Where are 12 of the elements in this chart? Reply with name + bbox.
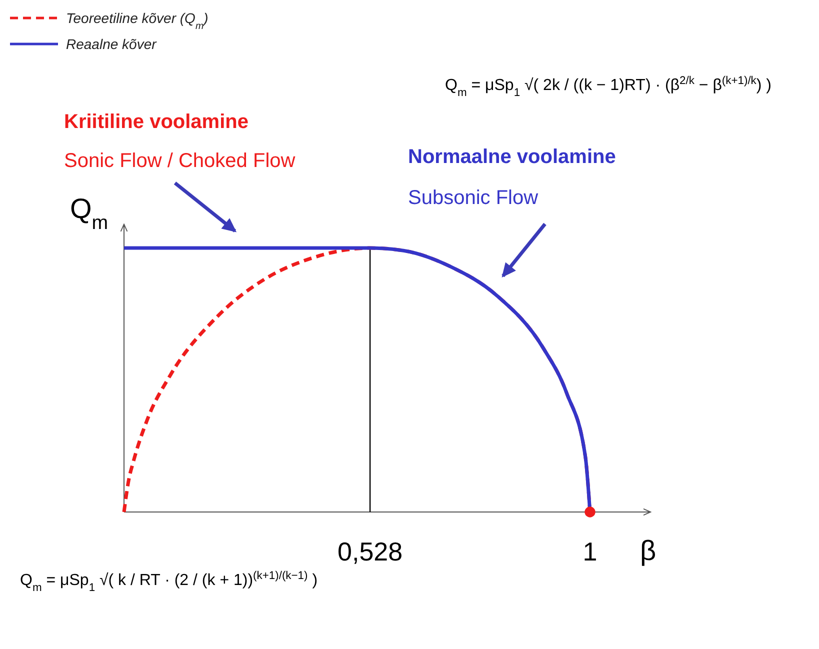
x-tick-label: 0,528: [338, 536, 403, 566]
text: Subsonic Flow: [408, 187, 539, 209]
text: Q$_{m}$ = μSp$_{1}$ √( k / RT · (2 / (k + 1))$^{(k+1)/(k−1)}$ ): [20, 570, 318, 594]
legend-label: Reaalne kõver: [66, 36, 158, 52]
x-axis-title: β: [640, 535, 656, 566]
y-axis-title: Q$_{m}$: [70, 193, 108, 234]
text: Kriitiline voolamine: [64, 111, 248, 133]
text: Sonic Flow / Choked Flow: [64, 150, 296, 172]
text: Q$_{m}$ = μSp$_{1}$ √( 2k / ((k − 1)RT) · (β$^{2/k}$ − β$^{(k+1)/k}$) ): [445, 75, 772, 99]
x-tick-label: 1: [582, 536, 598, 566]
legend-label: Teoreetiline kõver (Q$_{m}$): [66, 10, 208, 32]
text: Normaalne voolamine: [408, 146, 616, 168]
